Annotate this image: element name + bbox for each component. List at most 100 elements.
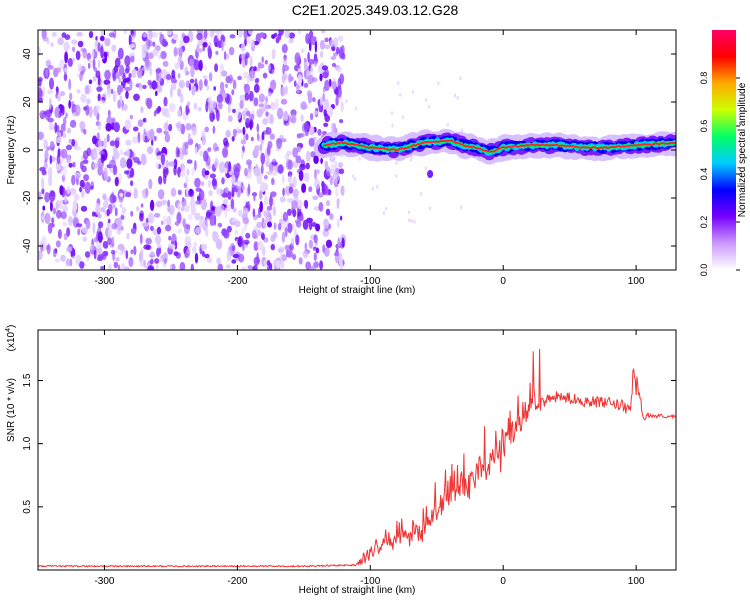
spectrogram-noise-cell — [242, 239, 250, 245]
spectrogram-noise-cell — [173, 79, 177, 84]
spectrogram-noise-cell — [103, 138, 107, 149]
spectrogram-noise-cell — [223, 198, 228, 206]
spectrogram-noise-cell — [65, 144, 73, 151]
spectrogram-noise-cell — [253, 168, 260, 174]
spectrogram-noise-cell — [280, 138, 287, 143]
spectrogram-noise-cell — [92, 58, 96, 70]
spectrogram-noise-cell — [117, 264, 121, 270]
spectrogram-noise-cell — [84, 181, 91, 194]
spectrogram-noise-cell — [246, 75, 250, 85]
spectrogram-noise-cell — [249, 113, 255, 121]
spectrogram-noise-cell — [119, 157, 127, 169]
spectrogram-noise-cell — [262, 72, 268, 79]
spectrogram-noise-cell — [216, 187, 221, 195]
spectrogram-noise-cell — [339, 255, 343, 267]
spectrogram-noise-cell — [68, 78, 72, 91]
colorbar-tick-label: 0.0 — [699, 264, 709, 277]
spectrogram-noise-cell — [125, 192, 132, 198]
spectrogram-noise-cell — [252, 42, 255, 49]
spectrogram-noise-cell — [319, 260, 324, 270]
spectrogram-noise-cell — [145, 237, 152, 245]
spectrogram-noise-cell — [323, 218, 329, 229]
spectrogram-noise-cell — [217, 222, 223, 228]
spectrogram-noise-cell — [399, 92, 402, 97]
spectrogram-noise-cell — [258, 103, 265, 108]
spectrogram-noise-cell — [179, 261, 186, 270]
spectrogram-noise-cell — [224, 207, 228, 219]
spectrogram-noise-cell — [183, 35, 190, 44]
spectrogram-noise-cell — [243, 30, 248, 40]
spectrogram-noise-cell — [251, 229, 257, 239]
spectrogram-noise-cell — [331, 81, 337, 90]
snr-marks — [38, 348, 676, 568]
spectrogram-noise-cell — [166, 215, 172, 227]
spectrogram-noise-cell — [267, 91, 272, 97]
spectrogram-noise-cell — [313, 110, 318, 115]
spectrogram-noise-cell — [281, 43, 288, 54]
spectrogram-noise-cell — [225, 264, 231, 269]
spectrogram-noise-cell — [161, 254, 166, 259]
spectrogram-noise-cell — [64, 67, 68, 73]
spectrogram-noise-cell — [57, 229, 62, 239]
spectrogram-noise-cell — [174, 62, 180, 70]
spectrogram-noise-cell — [57, 148, 61, 158]
spectrogram-noise-cell — [69, 258, 73, 267]
spectrogram-noise-cell — [263, 175, 268, 180]
spectrogram-noise-cell — [323, 98, 330, 111]
snr-x-ticks: -300 -200 -100 0 100 — [94, 330, 645, 587]
spectrogram-noise-cell — [259, 189, 263, 200]
spectrogram-noise-cell — [123, 266, 130, 270]
spectrogram-noise-cell — [263, 102, 269, 112]
spectrogram-noise-cell — [338, 168, 345, 175]
spectrogram-noise-cell — [92, 222, 96, 234]
spectrogram-noise-cell — [63, 73, 68, 82]
spectrogram-noise-cell — [47, 222, 53, 234]
spectrogram-noise-cell — [280, 86, 286, 97]
spectrogram-noise-cell — [120, 226, 124, 231]
spectrogram-noise-cell — [209, 214, 215, 227]
spectrogram-noise-cell — [129, 79, 133, 91]
spectrogram-noise-cell — [133, 93, 140, 102]
spectrogram-noise-cell — [52, 248, 57, 258]
spectrogram-noise-cell — [265, 111, 269, 117]
spectrogram-noise-cell — [203, 30, 208, 39]
x-tick-label: 100 — [628, 576, 645, 587]
spectrogram-noise-cell — [211, 178, 217, 187]
spectrogram-noise-cell — [143, 128, 146, 134]
spectrogram-noise-cell — [184, 141, 189, 150]
spectrogram-noise-cell — [219, 161, 225, 174]
spectrogram-noise-cell — [246, 200, 250, 208]
spectrogram-noise-cell — [206, 85, 210, 91]
spectrogram-noise-cell — [96, 104, 101, 112]
spectrogram-noise-cell — [95, 152, 99, 162]
spectrogram-noise-cell — [244, 54, 248, 66]
spectrogram-noise-cell — [318, 65, 322, 74]
spectrogram-noise-cell — [176, 47, 183, 56]
spectrogram-noise-cell — [163, 215, 167, 225]
spectrogram-noise-cell — [136, 206, 139, 212]
spectrogram-noise-cell — [157, 105, 162, 113]
spectrogram-noise-cell — [117, 219, 122, 232]
spectrogram-noise-cell — [198, 143, 201, 150]
spectrogram-noise-cell — [98, 74, 101, 86]
spectrogram-noise-cell — [460, 205, 463, 210]
spectrogram-noise-cell — [295, 155, 302, 164]
spectrogram-noise-cell — [395, 161, 398, 166]
spectrogram-noise-cell — [193, 102, 198, 110]
spectrogram-noise-cell — [204, 78, 208, 87]
spectrogram-noise-cell — [76, 89, 81, 94]
spectrogram-noise-cell — [122, 83, 126, 89]
spectrogram-noise-cell — [201, 250, 205, 257]
spectrogram-noise-cell — [116, 136, 121, 141]
spectrogram-noise-cell — [298, 257, 303, 265]
spectrogram-noise-cell — [325, 170, 330, 179]
spectrogram-noise-cell — [269, 114, 274, 125]
spectrogram-noise-cell — [173, 46, 178, 57]
spectrogram-noise-cell — [223, 50, 227, 61]
spectrogram-noise-cell — [166, 74, 172, 80]
spectrogram-noise-cell — [102, 200, 109, 209]
spectrogram-noise-cell — [89, 243, 94, 251]
spectrogram-noise-cell — [97, 93, 101, 102]
spectrogram-noise-cell — [177, 202, 181, 213]
